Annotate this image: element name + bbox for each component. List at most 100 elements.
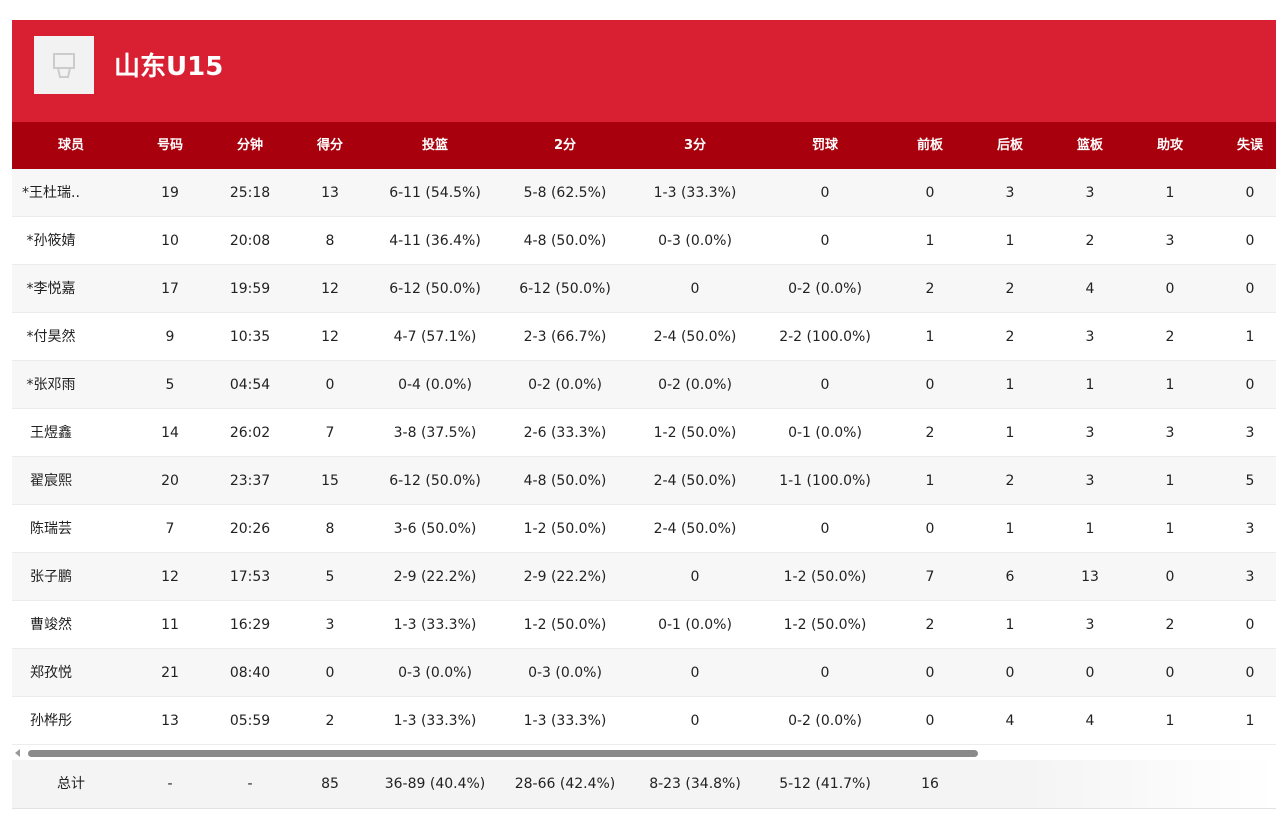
- player-row: 曹竣然 11 16:29 3 1-3 (33.3%) 1-2 (50.0%) 0-1 (0.…: [12, 601, 1276, 649]
- stat-cell: 2: [925, 281, 935, 297]
- stat-cell: 1: [1085, 377, 1095, 393]
- stat-cell: 4-7 (57.1%): [393, 329, 477, 345]
- stat-cell: 0: [820, 185, 830, 201]
- stat-cell: 4: [1005, 713, 1015, 729]
- stat-cell: 0: [925, 665, 935, 681]
- stat-cell: *张邓雨: [26, 377, 76, 393]
- team-banner: 山东U15: [12, 20, 1276, 122]
- stat-cell: 翟宸熙: [30, 473, 72, 489]
- stat-cell: 3: [1165, 425, 1175, 441]
- stat-cell: *孙筱婧: [26, 233, 76, 249]
- stat-cell: 0: [1245, 665, 1255, 681]
- stat-cell: 0-3 (0.0%): [398, 665, 472, 681]
- header-cell: 球员: [57, 138, 84, 153]
- stat-cell: 2: [1005, 473, 1015, 489]
- stat-cell: 9: [165, 329, 175, 345]
- stat-cell: 3: [1085, 185, 1095, 201]
- stat-cell: 20:08: [229, 233, 271, 249]
- stat-cell: 0: [1245, 185, 1255, 201]
- stat-cell: 1-2 (50.0%): [783, 569, 867, 585]
- total-cell: 85: [321, 776, 339, 792]
- stat-cell: 0: [1005, 665, 1015, 681]
- stat-cell: 20:26: [229, 521, 271, 537]
- header-cell: 号码: [156, 138, 183, 153]
- stat-cell: 0: [690, 713, 700, 729]
- stat-cell: 3: [325, 617, 335, 633]
- header-cell: 前板: [916, 138, 943, 153]
- stat-cell: 3: [1245, 569, 1255, 585]
- stat-cell: 5: [1245, 473, 1255, 489]
- stat-cell: 2-3 (66.7%): [523, 329, 607, 345]
- stat-cell: 2: [1085, 233, 1095, 249]
- stat-cell: 1: [925, 233, 935, 249]
- stat-cell: 1-2 (50.0%): [653, 425, 737, 441]
- stat-cell: 孙桦彤: [30, 713, 72, 729]
- stat-cell: 21: [161, 665, 179, 681]
- stat-cell: 17:53: [229, 569, 271, 585]
- stat-cell: 4-8 (50.0%): [523, 473, 607, 489]
- stat-cell: 4: [1085, 281, 1095, 297]
- scroll-arrow: [15, 749, 20, 757]
- header-cell: 分钟: [236, 138, 263, 153]
- stat-cell: 曹竣然: [30, 617, 72, 633]
- header-cell: 助攻: [1156, 138, 1183, 153]
- header-cell: 后板: [996, 138, 1023, 153]
- stat-cell: 2: [325, 713, 335, 729]
- stat-cell: 0: [1165, 281, 1175, 297]
- stat-cell: 3: [1085, 617, 1095, 633]
- stat-cell: 7: [165, 521, 175, 537]
- stat-cell: 0-3 (0.0%): [658, 233, 732, 249]
- stat-cell: 2-4 (50.0%): [653, 473, 737, 489]
- stat-cell: 0: [820, 377, 830, 393]
- player-row: 王煜鑫 14 26:02 7 3-8 (37.5%) 2-6 (33.3%) 1-2 (50…: [12, 409, 1276, 457]
- stat-cell: 13: [1081, 569, 1099, 585]
- stat-cell: 1-3 (33.3%): [523, 713, 607, 729]
- stat-cell: 08:40: [229, 665, 271, 681]
- stat-cell: 0: [1245, 233, 1255, 249]
- stat-cell: 0: [1085, 665, 1095, 681]
- stat-cell: 1: [1005, 233, 1015, 249]
- stat-cell: 0: [690, 281, 700, 297]
- stat-cell: 5: [325, 569, 335, 585]
- stat-cell: 2-9 (22.2%): [523, 569, 607, 585]
- stat-cell: 1: [1005, 617, 1015, 633]
- stat-cell: 1-3 (33.3%): [653, 185, 737, 201]
- stat-cell: 0-1 (0.0%): [658, 617, 732, 633]
- stat-cell: 0-2 (0.0%): [528, 377, 602, 393]
- stat-cell: 1: [1005, 521, 1015, 537]
- stat-cell: 0: [325, 377, 335, 393]
- stat-cell: 0: [820, 665, 830, 681]
- stat-cell: 0-2 (0.0%): [788, 281, 862, 297]
- stat-cell: 11: [161, 617, 179, 633]
- stat-cell: 3-6 (50.0%): [393, 521, 477, 537]
- stat-cell: 6-12 (50.0%): [389, 281, 481, 297]
- team-title: 山东U15: [114, 52, 224, 82]
- stat-cell: 1: [1165, 377, 1175, 393]
- total-cell: -: [247, 776, 253, 792]
- stat-cell: 8: [325, 521, 335, 537]
- header-cell: 3分: [683, 138, 707, 153]
- stat-cell: 4: [1085, 713, 1095, 729]
- stat-cell: 0-2 (0.0%): [658, 377, 732, 393]
- stat-cell: 1: [925, 473, 935, 489]
- stat-cell: 1-1 (100.0%): [779, 473, 871, 489]
- stat-cell: 16:29: [229, 617, 271, 633]
- stat-cell: 5-8 (62.5%): [523, 185, 607, 201]
- player-row: 张子鹏 12 17:53 5 2-9 (22.2%) 2-9 (22.2%) 0 1-2 (5…: [12, 553, 1276, 601]
- stat-cell: 0: [325, 665, 335, 681]
- stat-cell: *王杜瑞..: [22, 185, 80, 201]
- stat-cell: 1: [1165, 521, 1175, 537]
- stat-cell: 8: [325, 233, 335, 249]
- stat-cell: 10: [161, 233, 179, 249]
- player-row: 陈瑞芸 7 20:26 8 3-6 (50.0%) 1-2 (50.0%) 2-4 (50.…: [12, 505, 1276, 553]
- stat-cell: 0-1 (0.0%): [788, 425, 862, 441]
- total-cell: 5-12 (41.7%): [779, 776, 871, 792]
- stat-cell: 14: [161, 425, 179, 441]
- stat-cell: 3: [1085, 473, 1095, 489]
- stat-cell: 0: [820, 521, 830, 537]
- stat-cell: 19:59: [229, 281, 271, 297]
- player-row: 翟宸熙 20 23:37 15 6-12 (50.0%) 4-8 (50.0%) 2-4 (…: [12, 457, 1276, 505]
- stat-cell: 3: [1085, 329, 1095, 345]
- total-cell: 16: [921, 776, 939, 792]
- player-row: *李悦嘉 17 19:59 12 6-12 (50.0%) 6-12 (50.0%) 0 0-…: [12, 265, 1276, 313]
